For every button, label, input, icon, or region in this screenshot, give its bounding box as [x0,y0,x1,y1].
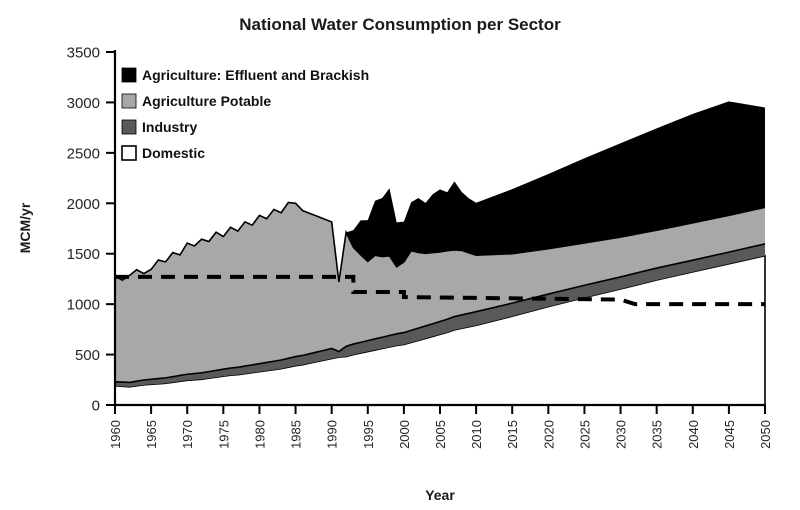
chart-title: National Water Consumption per Sector [239,15,561,34]
x-tick-label: 1965 [144,420,159,449]
x-tick-label: 1990 [325,420,340,449]
legend-label: Agriculture Potable [142,93,271,109]
x-tick-label: 1995 [361,420,376,449]
x-tick-label: 1975 [216,420,231,449]
legend-swatch [121,67,137,83]
area-agriculture-effluent-and-brackish [115,101,765,282]
y-tick-label: 0 [92,398,100,415]
x-tick-label: 2010 [469,420,484,449]
y-axis-label: MCM/yr [17,202,33,253]
dashed-reference-path [115,274,765,307]
y-tick-group: 0 500 1000 1500 2000 2500 3000 3500 [67,45,115,415]
agriculture-potable-top-outline [114,201,766,283]
x-tick-label: 2035 [650,420,665,449]
x-tick-group: 1960 1965 1970 1975 1980 1985 1990 1995 2000 2005… [108,405,773,449]
x-tick-label: 2005 [433,420,448,449]
x-tick-label: 2050 [758,420,773,449]
x-tick-label: 1985 [289,420,304,449]
legend-swatch [121,145,137,161]
x-tick-label: 1980 [252,420,267,449]
y-tick-label: 3000 [67,95,100,112]
legend-label: Agriculture: Effluent and Brackish [142,67,369,83]
x-tick-label: 1970 [180,420,195,449]
industry-top-outline [114,243,766,384]
legend-label: Domestic [142,145,205,161]
legend-label: Industry [142,119,197,135]
x-tick-label: 2020 [541,420,556,449]
legend-swatch [121,119,137,135]
y-tick-label: 3500 [67,45,100,62]
x-tick-label: 2015 [505,420,520,449]
x-tick-label: 2045 [722,420,737,449]
x-tick-label: 2025 [577,420,592,449]
x-tick-label: 2030 [614,420,629,449]
x-tick-label: 2000 [397,420,412,449]
chart-legend: Agriculture: Effluent and Brackish Agricu… [121,67,369,161]
y-tick-label: 1500 [67,246,100,263]
x-tick-label: 1960 [108,420,123,449]
dashed-reference-line [115,274,765,307]
x-axis-label: Year [425,487,455,503]
area-agriculture-potable [115,202,765,383]
y-tick-label: 2000 [67,196,100,213]
legend-swatch [121,93,137,109]
x-tick-label: 2040 [686,420,701,449]
y-tick-label: 500 [75,347,100,364]
y-tick-label: 2500 [67,145,100,162]
y-tick-label: 1000 [67,297,100,314]
